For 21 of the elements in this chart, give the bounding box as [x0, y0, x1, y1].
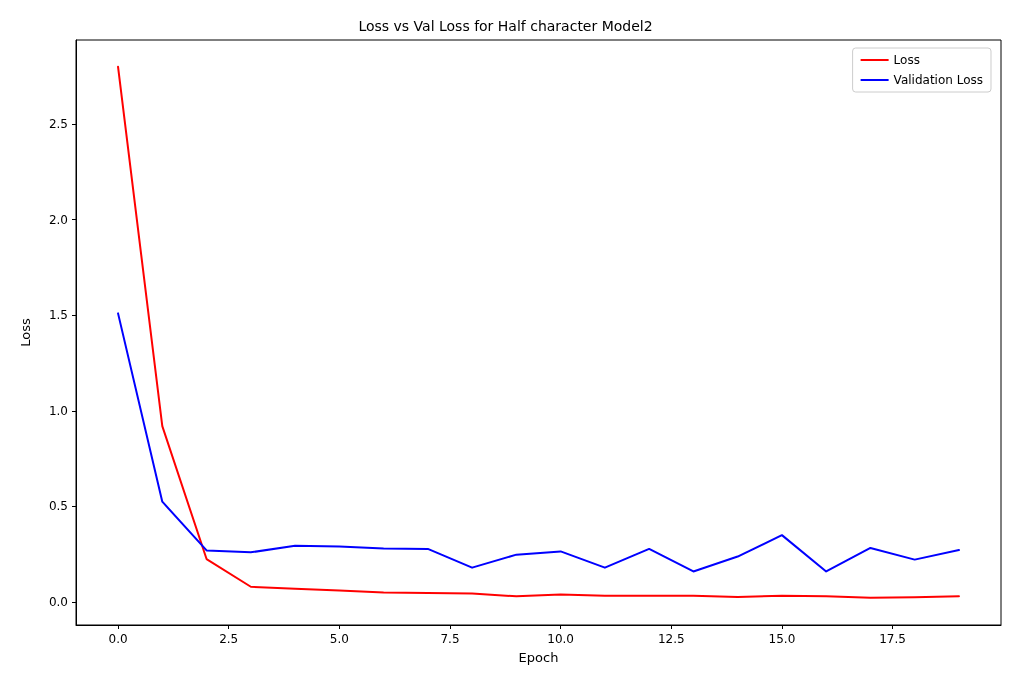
x-tick-label: 17.5 — [879, 632, 906, 646]
chart-title: Loss vs Val Loss for Half character Model2 — [358, 18, 653, 34]
y-tick-label: 1.0 — [48, 403, 68, 418]
x-tick-label: 15.0 — [768, 632, 796, 646]
y-tick-label: 1.5 — [48, 308, 68, 323]
y-tick-label: 0.5 — [48, 499, 68, 514]
x-tick-label: 2.5 — [219, 632, 239, 646]
x-axis-title: Epoch — [518, 650, 559, 665]
y-axis-title: Loss — [18, 318, 33, 347]
x-tick-label: 5.0 — [329, 632, 349, 646]
x-tick-label: 7.5 — [440, 632, 460, 646]
legend-label: Loss — [893, 53, 920, 67]
x-tick-label: 10.0 — [547, 632, 574, 646]
legend-label: Validation Loss — [893, 73, 983, 87]
line-series — [117, 312, 960, 573]
line-series — [117, 65, 960, 599]
x-tick-label: 0.0 — [108, 632, 128, 646]
x-tick-label: 12.5 — [657, 632, 685, 646]
y-tick-label: 0.0 — [48, 595, 68, 610]
y-tick-label: 2.5 — [48, 117, 68, 132]
y-tick-label: 2.0 — [48, 212, 68, 227]
